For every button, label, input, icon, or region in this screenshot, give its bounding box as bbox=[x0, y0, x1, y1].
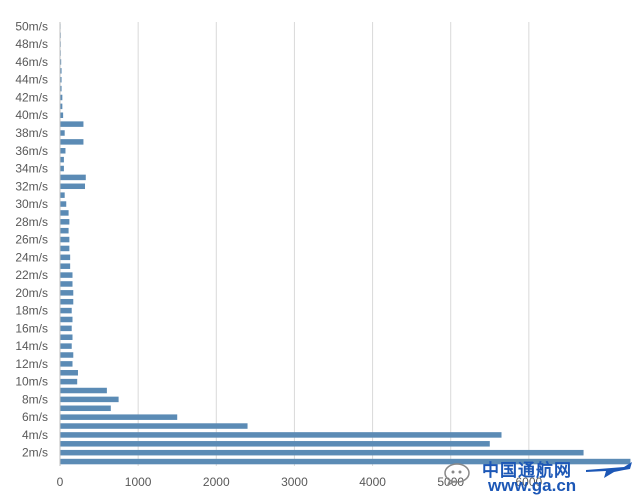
bar-17m-s bbox=[60, 316, 73, 323]
bar-29m-s bbox=[60, 210, 69, 216]
bar-42m-s bbox=[60, 94, 63, 101]
bar-33m-s bbox=[60, 174, 86, 181]
bar-6m-s bbox=[60, 414, 178, 420]
y-tick-label: 44m/s bbox=[15, 73, 48, 87]
bar-35m-s bbox=[60, 156, 64, 163]
bar-4m-s bbox=[60, 432, 502, 438]
bar-23m-s bbox=[60, 263, 71, 269]
y-tick-label: 26m/s bbox=[15, 233, 48, 247]
y-tick-label: 48m/s bbox=[15, 37, 48, 51]
bar-41m-s bbox=[60, 103, 63, 110]
bar-37m-s bbox=[60, 139, 84, 145]
y-tick-label: 46m/s bbox=[15, 55, 48, 69]
bar-39m-s bbox=[60, 121, 84, 127]
bar-8m-s bbox=[60, 396, 119, 403]
bar-10m-s bbox=[60, 378, 78, 385]
bar-45m-s bbox=[60, 68, 62, 74]
bar-26m-s bbox=[60, 236, 70, 243]
bar-13m-s bbox=[60, 352, 74, 358]
bar-22m-s bbox=[60, 272, 73, 278]
bar-44m-s bbox=[60, 76, 62, 83]
y-tick-label: 50m/s bbox=[15, 19, 48, 33]
y-tick-label: 20m/s bbox=[15, 286, 48, 300]
bar-36m-s bbox=[60, 148, 66, 154]
y-tick-label: 2m/s bbox=[22, 446, 48, 460]
y-tick-label: 22m/s bbox=[15, 268, 48, 282]
x-tick-label: 6000 bbox=[516, 475, 543, 489]
bar-30m-s bbox=[60, 201, 67, 207]
x-tick-label: 5000 bbox=[437, 475, 464, 489]
x-tick-label: 1000 bbox=[125, 475, 152, 489]
y-tick-label: 38m/s bbox=[15, 126, 48, 140]
bar-9m-s bbox=[60, 387, 107, 394]
bar-27m-s bbox=[60, 227, 69, 234]
y-tick-label: 8m/s bbox=[22, 392, 48, 406]
bar-28m-s bbox=[60, 219, 70, 225]
bar-3m-s bbox=[60, 441, 490, 447]
bar-19m-s bbox=[60, 298, 74, 305]
bar-16m-s bbox=[60, 325, 72, 332]
bar-38m-s bbox=[60, 130, 65, 136]
x-tick-label: 3000 bbox=[281, 475, 308, 489]
y-tick-label: 14m/s bbox=[15, 339, 48, 353]
y-tick-label: 16m/s bbox=[15, 321, 48, 335]
y-tick-label: 30m/s bbox=[15, 197, 48, 211]
bar-21m-s bbox=[60, 281, 73, 287]
y-tick-label: 32m/s bbox=[15, 179, 48, 193]
bar-43m-s bbox=[60, 85, 62, 92]
y-tick-label: 12m/s bbox=[15, 357, 48, 371]
x-tick-label: 0 bbox=[57, 475, 64, 489]
bar-31m-s bbox=[60, 192, 65, 198]
bar-46m-s bbox=[60, 59, 62, 65]
x-tick-label: 4000 bbox=[359, 475, 386, 489]
y-tick-label: 34m/s bbox=[15, 162, 48, 176]
y-tick-label: 18m/s bbox=[15, 304, 48, 318]
y-tick-label: 6m/s bbox=[22, 410, 48, 424]
x-tick-label: 2000 bbox=[203, 475, 230, 489]
bar-11m-s bbox=[60, 370, 78, 376]
bar-25m-s bbox=[60, 245, 70, 252]
bar-18m-s bbox=[60, 307, 72, 314]
bar-12m-s bbox=[60, 361, 73, 367]
y-tick-label: 40m/s bbox=[15, 108, 48, 122]
bar-1m-s bbox=[60, 458, 631, 465]
y-tick-label: 42m/s bbox=[15, 90, 48, 104]
y-tick-label: 36m/s bbox=[15, 144, 48, 158]
bar-7m-s bbox=[60, 405, 111, 412]
bar-40m-s bbox=[60, 112, 64, 118]
bar-15m-s bbox=[60, 334, 73, 340]
y-tick-label: 4m/s bbox=[22, 428, 48, 442]
y-tick-label: 24m/s bbox=[15, 250, 48, 264]
y-tick-label: 10m/s bbox=[15, 375, 48, 389]
bar-24m-s bbox=[60, 254, 71, 261]
bar-20m-s bbox=[60, 290, 74, 296]
bar-2m-s bbox=[60, 449, 584, 456]
bar-34m-s bbox=[60, 165, 64, 172]
y-tick-label: 28m/s bbox=[15, 215, 48, 229]
bar-14m-s bbox=[60, 343, 72, 349]
bar-32m-s bbox=[60, 183, 86, 190]
bar-5m-s bbox=[60, 423, 248, 429]
